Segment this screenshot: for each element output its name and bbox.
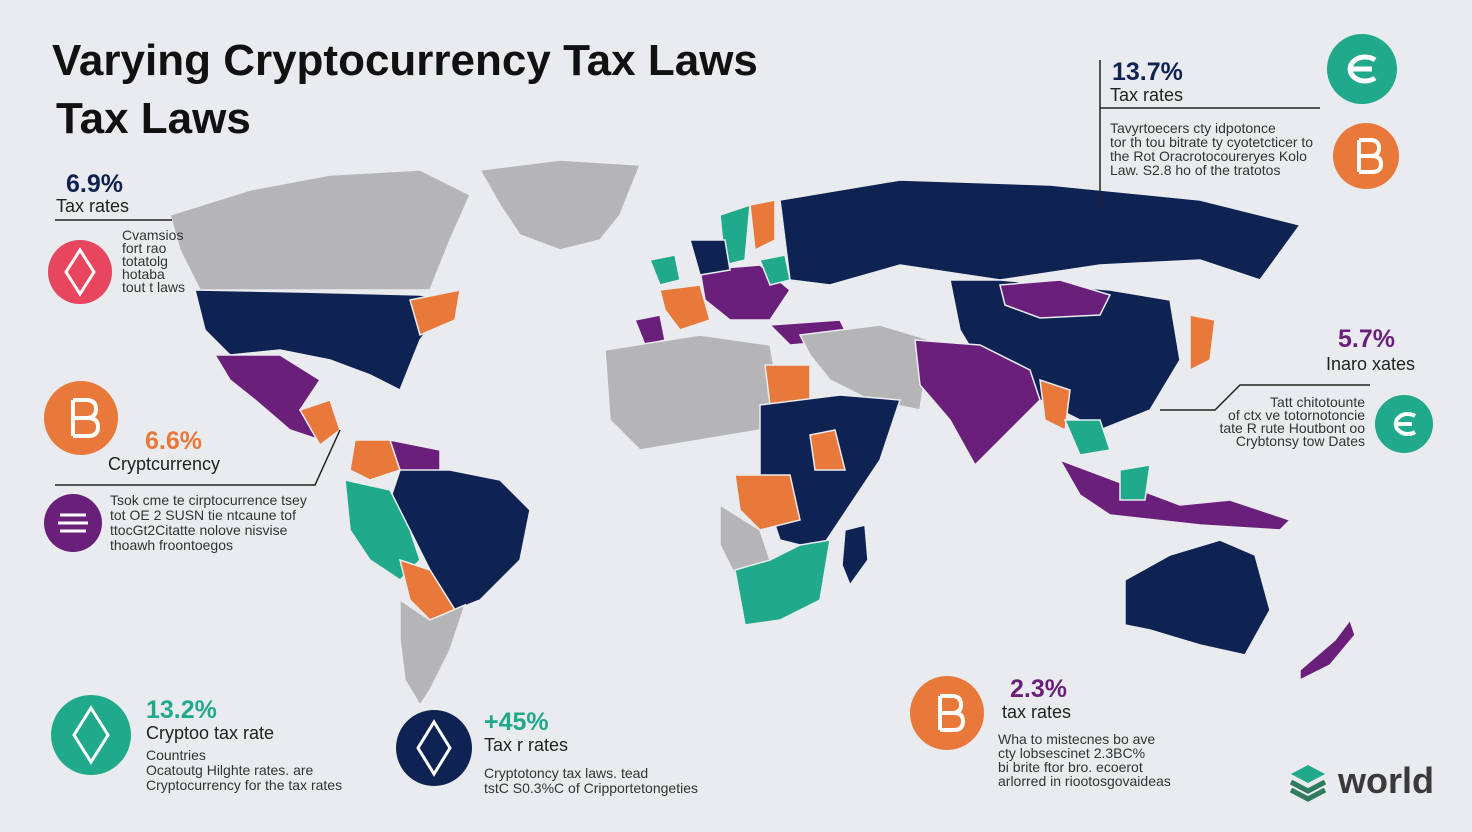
callout-text: Wha to mistecnes bo ave: [998, 731, 1155, 747]
world-map: [169, 159, 1356, 707]
callout-text: Ocatoutg Hilghte rates. are: [146, 762, 314, 778]
callout-text: Cryptocurrency for the tax rates: [146, 777, 342, 793]
callout-text: Cvamsios: [122, 227, 183, 243]
callout-text: totatolg: [122, 253, 168, 269]
leader-lines: [55, 60, 1370, 486]
callout-label: Inaro xates: [1326, 354, 1415, 374]
leader-line: [1099, 60, 1320, 210]
leader-line: [55, 429, 341, 486]
callout-text: tot OE 2 SUSN tie ntcaune tof: [110, 507, 296, 523]
callout-label: tax rates: [1002, 702, 1071, 722]
ethereum-glyph: [72, 705, 110, 765]
callout-value: 5.7%: [1338, 325, 1395, 353]
coin-glyph: [1347, 54, 1377, 84]
callout-text: thoawh froontoegos: [110, 537, 233, 553]
callout-value: 13.2%: [146, 696, 217, 724]
callout-text: Crybtonsy tow Dates: [1236, 433, 1365, 449]
callout-text: Tsok cme te cirptocurrence tsey: [110, 492, 307, 508]
ethereum-glyph: [416, 719, 452, 777]
callout-text: arlorred in riootosgovaideas: [998, 773, 1171, 789]
callout-value: 2.3%: [1010, 675, 1067, 703]
callout-value: 6.9%: [66, 170, 123, 198]
callout-label: Tax rates: [1110, 85, 1183, 105]
title: Varying Cryptocurrency Tax Laws: [52, 36, 758, 85]
callout-text: tate R rute Houtbont oo: [1219, 420, 1365, 436]
callout-text: Tatt chitotounte: [1270, 394, 1365, 410]
callout-text: Cryptotoncy tax laws. tead: [484, 765, 648, 781]
coin-glyph: [58, 513, 88, 533]
ethereum-glyph: [64, 247, 96, 297]
bitcoin-glyph: [938, 694, 966, 732]
callout-text: hotaba: [122, 266, 165, 282]
coin-glyph: [1393, 412, 1417, 436]
callout-value: 13.7%: [1112, 58, 1183, 86]
logo-icon: [1289, 765, 1327, 802]
callout-value: +45%: [484, 708, 549, 736]
callout-text: tout t laws: [122, 279, 185, 295]
ethereum-icon: [51, 695, 131, 775]
callout-label: Cryptcurrency: [108, 454, 220, 474]
callout-text: cty lobsescinet 2.3BC%: [998, 745, 1145, 761]
callout-text: tstC S0.3%C of Cripportetongeties: [484, 780, 698, 796]
callout-value: 6.6%: [145, 427, 202, 455]
callout-text: Countries: [146, 747, 206, 763]
callout-text: bi brite ftor bro. ecoerot: [998, 759, 1143, 775]
ethereum-icon: [48, 240, 112, 304]
callout-label: Tax r rates: [484, 735, 568, 755]
ethereum-icon: [396, 710, 472, 786]
logo-text: world: [1337, 760, 1434, 801]
callout-text: tor th tou bitrate ty cyotetcticer to: [1110, 134, 1313, 150]
bitcoin-glyph: [71, 398, 101, 438]
title: Tax Laws: [56, 94, 251, 143]
callout-text: fort rao: [122, 240, 167, 256]
callout-text: ttocGt2Citatte nolove nisvise: [110, 522, 288, 538]
leader-line: [1160, 384, 1370, 411]
icons: [44, 34, 1433, 802]
callout-text: the Rot Oracrotocoureryes Kolo: [1110, 148, 1307, 164]
callout-text: Law. S2.8 ho of the tratotos: [1110, 162, 1280, 178]
callout-text: Tavyrtoecers cty idpotonce: [1110, 120, 1276, 136]
bitcoin-glyph: [1357, 138, 1384, 174]
callout-text: of ctx ve totornotoncie: [1228, 407, 1365, 423]
callout-label: Cryptoo tax rate: [146, 723, 274, 743]
callout-label: Tax rates: [56, 196, 129, 216]
